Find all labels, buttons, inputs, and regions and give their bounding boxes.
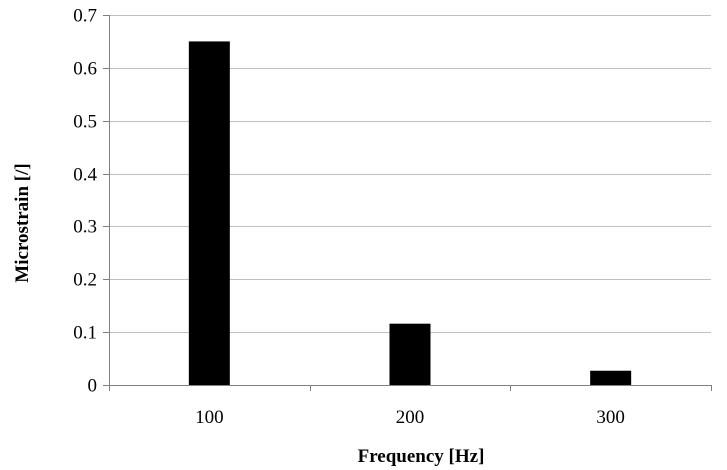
y-tick-label: 0.3 — [73, 217, 97, 238]
x-tick-label: 100 — [195, 407, 224, 428]
bars — [188, 41, 632, 386]
bar-100 — [188, 41, 230, 386]
x-tick-label: 200 — [396, 407, 425, 428]
y-tick-label: 0.2 — [73, 270, 97, 291]
axes — [103, 15, 712, 391]
x-axis-title: Frequency [Hz] — [358, 446, 485, 467]
y-tick-label: 0.5 — [73, 112, 97, 133]
y-tick-label: 0.1 — [73, 323, 97, 344]
x-tick-labels: 100 200 300 — [195, 407, 625, 428]
y-axis-title: Microstrain [/] — [12, 163, 33, 282]
bar-300 — [590, 370, 632, 385]
x-tick-label: 300 — [596, 407, 625, 428]
y-tick-label: 0.6 — [73, 59, 97, 80]
y-tick-label: 0.4 — [73, 165, 97, 186]
y-tick-label: 0 — [88, 376, 98, 397]
y-tick-label: 0.7 — [73, 6, 97, 27]
bar-200 — [389, 323, 431, 385]
y-tick-labels: 0 0.1 0.2 0.3 0.4 0.5 0.6 0.7 — [73, 6, 97, 397]
